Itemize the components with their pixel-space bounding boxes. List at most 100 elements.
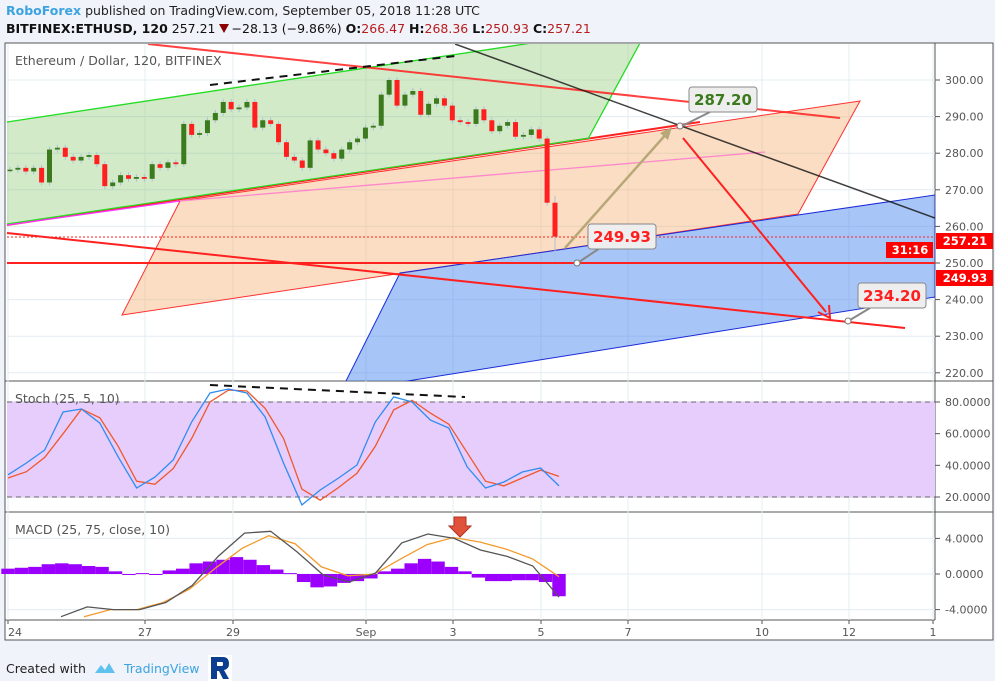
- x-tick-label: 3: [450, 626, 457, 639]
- chart-canvas[interactable]: 287.20 249.93 234.20 Ethereum / Dollar, …: [0, 0, 995, 650]
- macd-histogram-bar: [283, 573, 297, 575]
- callout-287[interactable]: [688, 86, 758, 113]
- macd-histogram-bar: [162, 570, 176, 574]
- candle-body: [46, 149, 52, 183]
- candle-body: [520, 134, 526, 137]
- macd-histogram-bar: [310, 574, 324, 588]
- macd-histogram-bar: [270, 569, 284, 574]
- footer: Created with TradingView: [6, 655, 232, 681]
- pink-line: [179, 151, 766, 202]
- low-value: 250.93: [485, 21, 529, 36]
- candle-body: [173, 162, 179, 165]
- candle-body: [260, 120, 266, 128]
- macd-histogram-bar: [552, 574, 566, 597]
- y-tick-label: 250.00: [945, 257, 984, 270]
- countdown-tag: [886, 242, 933, 258]
- macd-histogram-bar: [323, 574, 338, 587]
- open-value: 266.47: [361, 21, 406, 36]
- descending-support: [6, 232, 906, 329]
- candle-body: [94, 155, 100, 165]
- macd-histogram-bar: [41, 564, 56, 574]
- high-value: 268.36: [424, 21, 469, 36]
- macd-signal-line: [83, 535, 560, 618]
- x-tick-label: 29: [226, 626, 240, 639]
- y-tick-label: 80.0000: [945, 396, 991, 409]
- candle-body: [331, 153, 337, 159]
- macd-histogram-bar: [14, 567, 29, 574]
- x-tick-label: 1: [930, 626, 937, 639]
- y-tick-label: 230.00: [945, 330, 984, 343]
- candle-body: [54, 147, 60, 150]
- candle-body: [133, 176, 139, 179]
- candle-body: [189, 123, 195, 135]
- candle-body: [118, 175, 124, 183]
- macd-histogram-bar: [55, 563, 69, 574]
- callout-234[interactable]: [857, 282, 927, 309]
- macd-histogram-bar: [189, 563, 203, 574]
- candle-body: [181, 123, 187, 165]
- candle-body: [323, 149, 329, 154]
- down-arrow-marker-icon: [447, 516, 473, 538]
- candle-body: [386, 80, 392, 95]
- candle-body: [268, 120, 274, 124]
- y-tick-label: 40.0000: [945, 459, 991, 472]
- candle-body: [78, 156, 84, 161]
- candle-body: [355, 138, 361, 143]
- macd-title: MACD (25, 75, close, 10): [15, 522, 170, 537]
- roboforex-logo-icon: [207, 655, 232, 681]
- macd-histogram-bar: [68, 564, 82, 574]
- last-price-tag: [936, 233, 993, 249]
- channel-bottom-green: [6, 137, 591, 225]
- callout-234-text: 234.20: [863, 287, 921, 305]
- symbol-info: BITFINEX:ETHUSD, 120 257.21 −28.13 (−9.86…: [6, 21, 591, 36]
- candle-body: [86, 155, 92, 157]
- macd-histogram-bar: [391, 568, 405, 574]
- forecast-up-arrow: [564, 131, 669, 249]
- stoch-band: [7, 402, 935, 497]
- candle-body: [339, 149, 345, 159]
- candle-body: [141, 176, 147, 179]
- candle-body: [212, 112, 218, 121]
- candle-body: [102, 164, 108, 187]
- anchor-point[interactable]: [844, 317, 852, 325]
- candle-body: [244, 101, 250, 108]
- macd-histogram-bar: [95, 566, 109, 574]
- callout-249[interactable]: [587, 223, 657, 250]
- candle-body: [362, 127, 368, 139]
- candle-body: [497, 125, 503, 132]
- y-tick-label: 300.00: [945, 74, 984, 87]
- main-pane-title: Ethereum / Dollar, 120, BITFINEX: [15, 53, 222, 68]
- time-axis[interactable]: 24 27 29 Sep 3 5 7 10 12 1: [7, 620, 937, 639]
- tradingview-link[interactable]: TradingView: [123, 660, 200, 676]
- y-tick-label: 4.0000: [945, 532, 984, 545]
- macd-histogram-bar: [511, 574, 526, 581]
- y-tick-label: 220.00: [945, 367, 984, 380]
- candle-body: [410, 90, 416, 95]
- arrow-head: [660, 127, 672, 140]
- tradingview-logo-icon: [94, 663, 115, 673]
- stoch-k-line: [7, 388, 560, 506]
- candle-body: [394, 80, 400, 106]
- x-tick-label: 10: [755, 626, 769, 639]
- macd-histogram-bar: [485, 574, 499, 582]
- macd-histogram-bar: [122, 574, 136, 575]
- macd-histogram-bar: [498, 574, 512, 582]
- last-price-tag-text: 257.21: [943, 234, 987, 248]
- price-axis[interactable]: 300.00 290.00 280.00 270.00 260.00 250.00 240.…: [935, 74, 991, 617]
- macd-histogram-bar: [337, 574, 351, 583]
- candle-body: [481, 109, 487, 121]
- candle-body: [489, 120, 495, 132]
- x-tick-label: 24: [8, 626, 22, 639]
- stoch-lines: [7, 388, 560, 506]
- candle-body: [378, 94, 384, 126]
- anchor-point[interactable]: [573, 259, 581, 267]
- candle-body: [418, 90, 424, 115]
- candle-body: [23, 167, 29, 172]
- candle-body: [473, 109, 479, 124]
- publisher-link[interactable]: RoboForex: [6, 3, 82, 18]
- black-trendline: [454, 44, 935, 219]
- countdown-tag-text: 31:16: [892, 243, 929, 257]
- macd-histogram-bar: [229, 557, 244, 574]
- low-label: L:: [472, 21, 486, 36]
- candle-body: [157, 164, 163, 168]
